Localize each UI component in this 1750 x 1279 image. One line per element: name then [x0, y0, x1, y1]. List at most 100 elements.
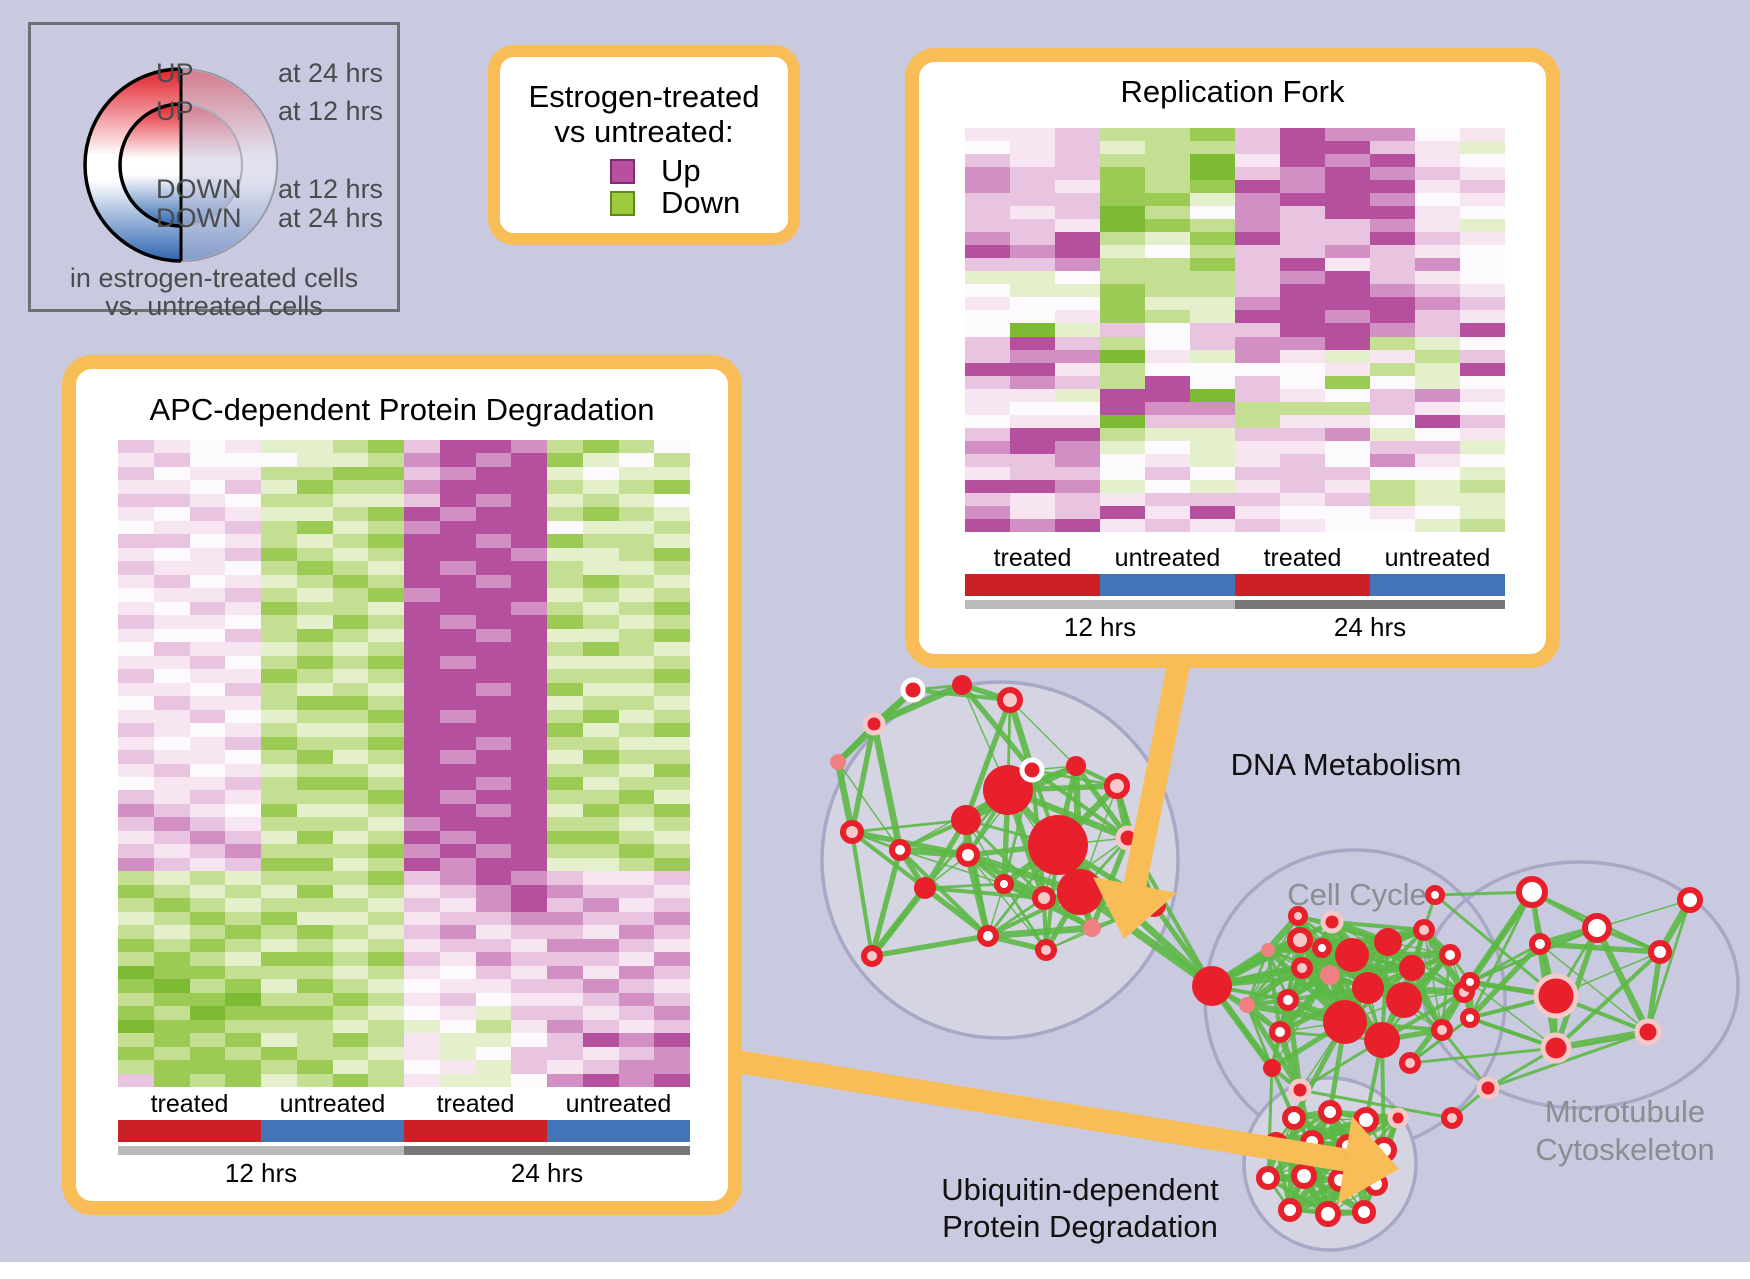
heatmap-cell [582, 965, 619, 980]
network-edge [849, 831, 875, 957]
heatmap-cell [547, 750, 583, 764]
network-node [1282, 1106, 1306, 1130]
heatmap-cell [511, 884, 547, 899]
heatmap-cell [332, 898, 369, 912]
heatmap-cell [1190, 401, 1235, 415]
heatmap-cell [511, 763, 547, 777]
heatmap-cell [404, 952, 440, 966]
network-edge [1339, 1179, 1365, 1213]
heatmap-cell [475, 547, 512, 562]
heatmap-cell [261, 898, 297, 912]
network-node [1318, 1100, 1342, 1124]
heatmap-cell [1145, 336, 1190, 350]
heatmap-cell [261, 574, 297, 589]
flow-arrowhead-apc-to-ubiquitin [1338, 1116, 1399, 1204]
heatmap-cell [439, 1019, 476, 1034]
heatmap-cell [511, 803, 547, 818]
heatmap-cell [965, 154, 1010, 168]
heatmap-cell [153, 925, 190, 939]
heatmap-cell [1010, 375, 1055, 389]
network-node [1335, 938, 1369, 972]
heatmap-cell [1145, 362, 1190, 376]
heatmap-cell [225, 709, 261, 724]
heatmap-cell [368, 709, 404, 724]
heatmap-cell [225, 1006, 261, 1020]
heatmap-cell [332, 440, 369, 454]
network-edge [1403, 991, 1465, 1001]
heatmap-cell [475, 601, 512, 616]
heatmap-cell [1325, 453, 1370, 467]
heatmap-cell [118, 1073, 154, 1087]
heatmap-cell [618, 534, 655, 548]
heatmap-cell [225, 723, 261, 737]
network-edge [1387, 941, 1405, 1001]
network-edge [1301, 966, 1369, 990]
heatmap-cell [1280, 362, 1325, 376]
heatmap-cell [261, 857, 297, 872]
heatmap-cell [1460, 349, 1505, 363]
network-edge [1266, 1067, 1274, 1179]
heatmap-cell [1190, 453, 1235, 467]
network-edge [1265, 1143, 1279, 1179]
heatmap-cell [189, 466, 226, 481]
network-node [1315, 1201, 1341, 1227]
heatmap-cell [225, 1073, 261, 1087]
heatmap-cell [332, 925, 369, 939]
heatmap-cell [475, 669, 512, 683]
heatmap-cell [1235, 518, 1280, 532]
heatmap-cell [582, 776, 619, 791]
heatmap-cell [511, 898, 547, 912]
heatmap-cell [332, 628, 369, 643]
heatmap-cell [1280, 128, 1325, 142]
heatmap-cell [1415, 271, 1460, 285]
heatmap-cell [1415, 375, 1460, 389]
heatmap-cell [225, 655, 261, 670]
network-node [1441, 1107, 1463, 1129]
network-node [1352, 972, 1384, 1004]
heatmap-cell [368, 750, 404, 764]
heatmap-cell [261, 925, 297, 939]
heatmap-cell [296, 588, 333, 602]
heatmap-cell [1280, 453, 1325, 467]
heatmap-cell [965, 466, 1010, 480]
network-edge [1469, 981, 1557, 1049]
network-edge [851, 829, 969, 858]
network-edge [1299, 939, 1303, 969]
heatmap-cell [118, 588, 154, 602]
heatmap-cell [1280, 375, 1325, 389]
heatmap-cell [654, 655, 690, 670]
heatmap-cell [404, 965, 440, 980]
network-edge [1343, 966, 1414, 1024]
heatmap-cell [511, 965, 547, 980]
heatmap-cell [1280, 401, 1325, 415]
heatmap-cell [1370, 362, 1415, 376]
heatmap-cell [1010, 167, 1055, 181]
heatmap-cell [582, 925, 619, 939]
network-edge [1301, 1174, 1331, 1216]
network-edge [1298, 1089, 1314, 1143]
heatmap-cell [153, 601, 190, 616]
network-edge [1411, 966, 1465, 994]
network-node [1353, 1107, 1379, 1133]
network-edge [899, 789, 1009, 851]
expression-circles-graphic [83, 67, 278, 263]
heatmap-cell [225, 992, 261, 1007]
heatmap-cell [439, 965, 476, 980]
heatmap-cell [1100, 271, 1145, 285]
network-edge [1303, 1148, 1385, 1178]
network-edge [1303, 1144, 1349, 1178]
heatmap-cell [1010, 388, 1055, 402]
heatmap-cell [404, 507, 440, 521]
heatmap-cell [1235, 284, 1280, 298]
heatmap-cell [1460, 128, 1505, 142]
network-edge [1367, 985, 1405, 1003]
heatmap-cell [1415, 141, 1460, 155]
network-edge [959, 683, 1035, 772]
network-edge [899, 849, 1005, 885]
network-edge [1409, 1016, 1471, 1065]
heatmap-cell [261, 547, 297, 562]
network-edge [1311, 1139, 1385, 1153]
heatmap-cell [511, 682, 547, 697]
heatmap-cell [618, 520, 655, 535]
heatmap-cell [404, 736, 440, 751]
